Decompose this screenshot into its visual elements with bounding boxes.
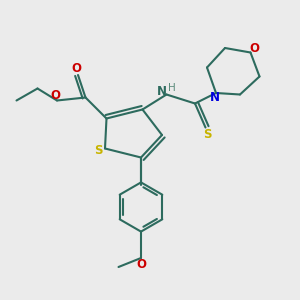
Text: N: N [209, 91, 220, 104]
Text: O: O [136, 257, 147, 271]
Text: H: H [168, 83, 176, 93]
Text: O: O [71, 62, 82, 76]
Text: S: S [94, 143, 103, 157]
Text: O: O [249, 41, 259, 55]
Text: O: O [50, 88, 61, 102]
Text: S: S [203, 128, 211, 141]
Text: N: N [157, 85, 167, 98]
